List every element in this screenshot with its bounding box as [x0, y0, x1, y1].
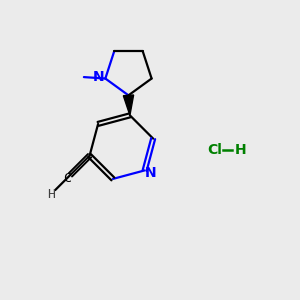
Text: Cl: Cl — [207, 143, 222, 157]
Text: N: N — [93, 70, 105, 84]
Text: H: H — [234, 143, 246, 157]
Text: C: C — [63, 172, 71, 185]
Text: N: N — [145, 166, 156, 180]
Text: H: H — [47, 188, 55, 201]
Polygon shape — [123, 95, 134, 116]
